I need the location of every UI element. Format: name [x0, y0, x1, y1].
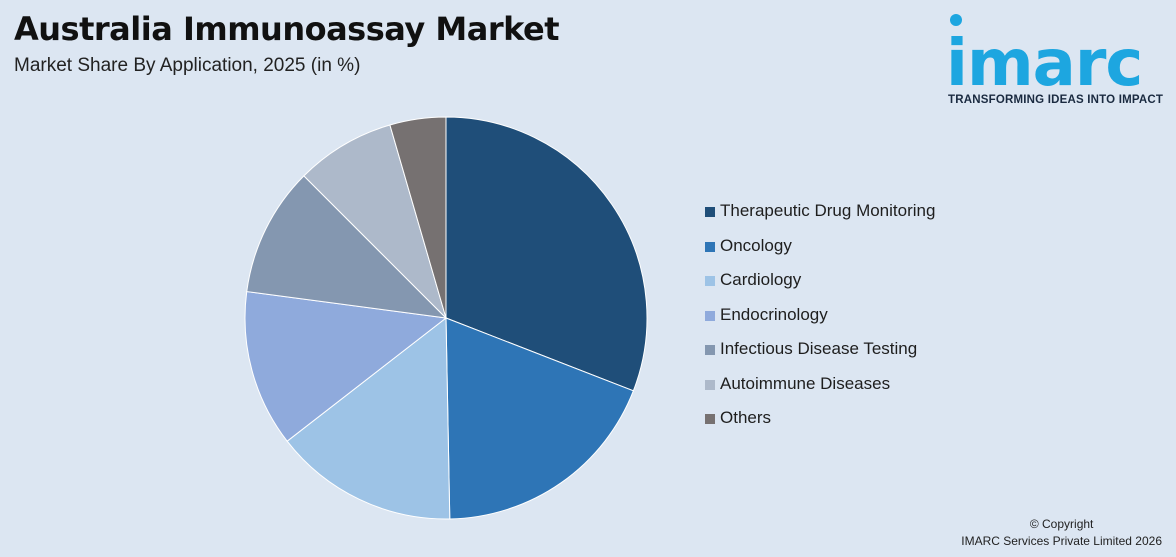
pie-slice-therapeutic-drug-monitoring	[445, 116, 648, 392]
copyright-line-2: IMARC Services Private Limited 2026	[961, 534, 1162, 548]
legend-item-others: Others	[705, 408, 935, 443]
pie-slice-cardiology	[286, 316, 451, 520]
legend-item-therapeutic-drug-monitoring: Therapeutic Drug Monitoring	[705, 201, 935, 236]
legend-item-cardiology: Cardiology	[705, 270, 935, 305]
chart-legend: Therapeutic Drug Monitoring Oncology Cardi…	[705, 201, 935, 443]
legend-swatch	[705, 207, 715, 217]
legend-label: Oncology	[720, 235, 792, 255]
legend-swatch	[705, 276, 715, 286]
pie-slice-infectious-disease-testing	[246, 175, 448, 319]
copyright: © Copyright IMARC Services Private Limit…	[961, 516, 1162, 550]
legend-swatch	[705, 414, 715, 424]
logo-dot-icon	[950, 14, 962, 26]
pie-slice-endocrinology	[244, 290, 448, 442]
legend-item-oncology: Oncology	[705, 236, 935, 271]
legend-label: Therapeutic Drug Monitoring	[720, 201, 936, 220]
legend-label: Endocrinology	[720, 304, 828, 324]
logo-tagline: TRANSFORMING IDEAS INTO IMPACT	[948, 94, 1164, 106]
legend-swatch	[705, 379, 715, 390]
pie-slice-oncology	[445, 317, 634, 520]
logo-wordmark: imarc	[946, 27, 1143, 101]
legend-item-autoimmune-diseases: Autoimmune Diseases	[705, 374, 935, 409]
legend-label: Cardiology	[720, 270, 802, 289]
legend-label: Autoimmune Diseases	[720, 373, 891, 393]
imarc-logo: imarc TRANSFORMING IDEAS INTO IMPACT	[940, 10, 1172, 110]
legend-item-infectious-disease-testing: Infectious Disease Testing	[705, 339, 935, 374]
legend-swatch	[705, 241, 715, 252]
legend-swatch	[705, 345, 715, 355]
chart-title: Australia Immunoassay Market	[14, 10, 560, 48]
legend-swatch	[705, 310, 715, 321]
legend-item-endocrinology: Endocrinology	[705, 305, 935, 340]
legend-label: Infectious Disease Testing	[720, 339, 918, 358]
chart-subtitle: Market Share By Application, 2025 (in %)	[14, 55, 361, 76]
pie-slice-autoimmune-diseases	[303, 124, 447, 319]
pie-slice-others	[389, 116, 447, 319]
copyright-line-1: © Copyright	[1029, 517, 1094, 531]
legend-label: Others	[720, 408, 772, 427]
